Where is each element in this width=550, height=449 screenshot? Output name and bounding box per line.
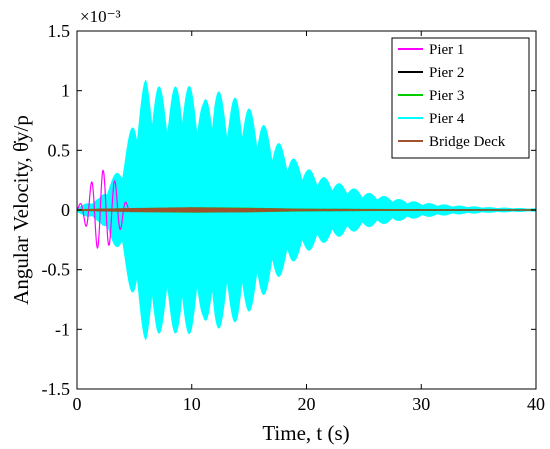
x-tick-label: 30: [412, 394, 430, 414]
legend-label-bridge-deck: Bridge Deck: [429, 134, 506, 150]
data-layer: [76, 79, 537, 341]
x-tick-label: 40: [527, 394, 545, 414]
legend-label-pier-4: Pier 4: [429, 111, 465, 127]
y-tick-label: 0: [61, 200, 70, 220]
y-tick-label: 0.5: [48, 140, 71, 160]
y-axis-label: Angular Velocity, θ̇y/p: [9, 115, 33, 305]
y-tick-label: 1.5: [48, 21, 71, 41]
y-tick-label: -1.5: [42, 379, 71, 399]
series-line-bridge-deck: [76, 207, 537, 213]
ticks-layer: 0 10 20 30 40 -1.5 -1 -0.5 0 0.5 1 1.5: [42, 21, 546, 414]
x-axis-label: Time, t (s): [262, 421, 349, 445]
series-line-pier-4: [76, 79, 537, 341]
y-tick-label: -0.5: [42, 260, 71, 280]
legend-label-pier-2: Pier 2: [429, 65, 464, 81]
legend-label-pier-1: Pier 1: [429, 42, 464, 58]
y-tick-label: -1: [55, 319, 70, 339]
x-tick-label: 0: [73, 394, 82, 414]
legend-box: [391, 37, 530, 159]
legend-label-pier-3: Pier 3: [429, 88, 464, 104]
exponent-label: ×10⁻³: [80, 7, 121, 26]
x-tick-label: 20: [298, 394, 316, 414]
x-tick-label: 10: [183, 394, 201, 414]
legend: Pier 1 Pier 2 Pier 3 Pier 4 Bridge Deck: [391, 37, 530, 159]
y-tick-label: 1: [61, 81, 70, 101]
